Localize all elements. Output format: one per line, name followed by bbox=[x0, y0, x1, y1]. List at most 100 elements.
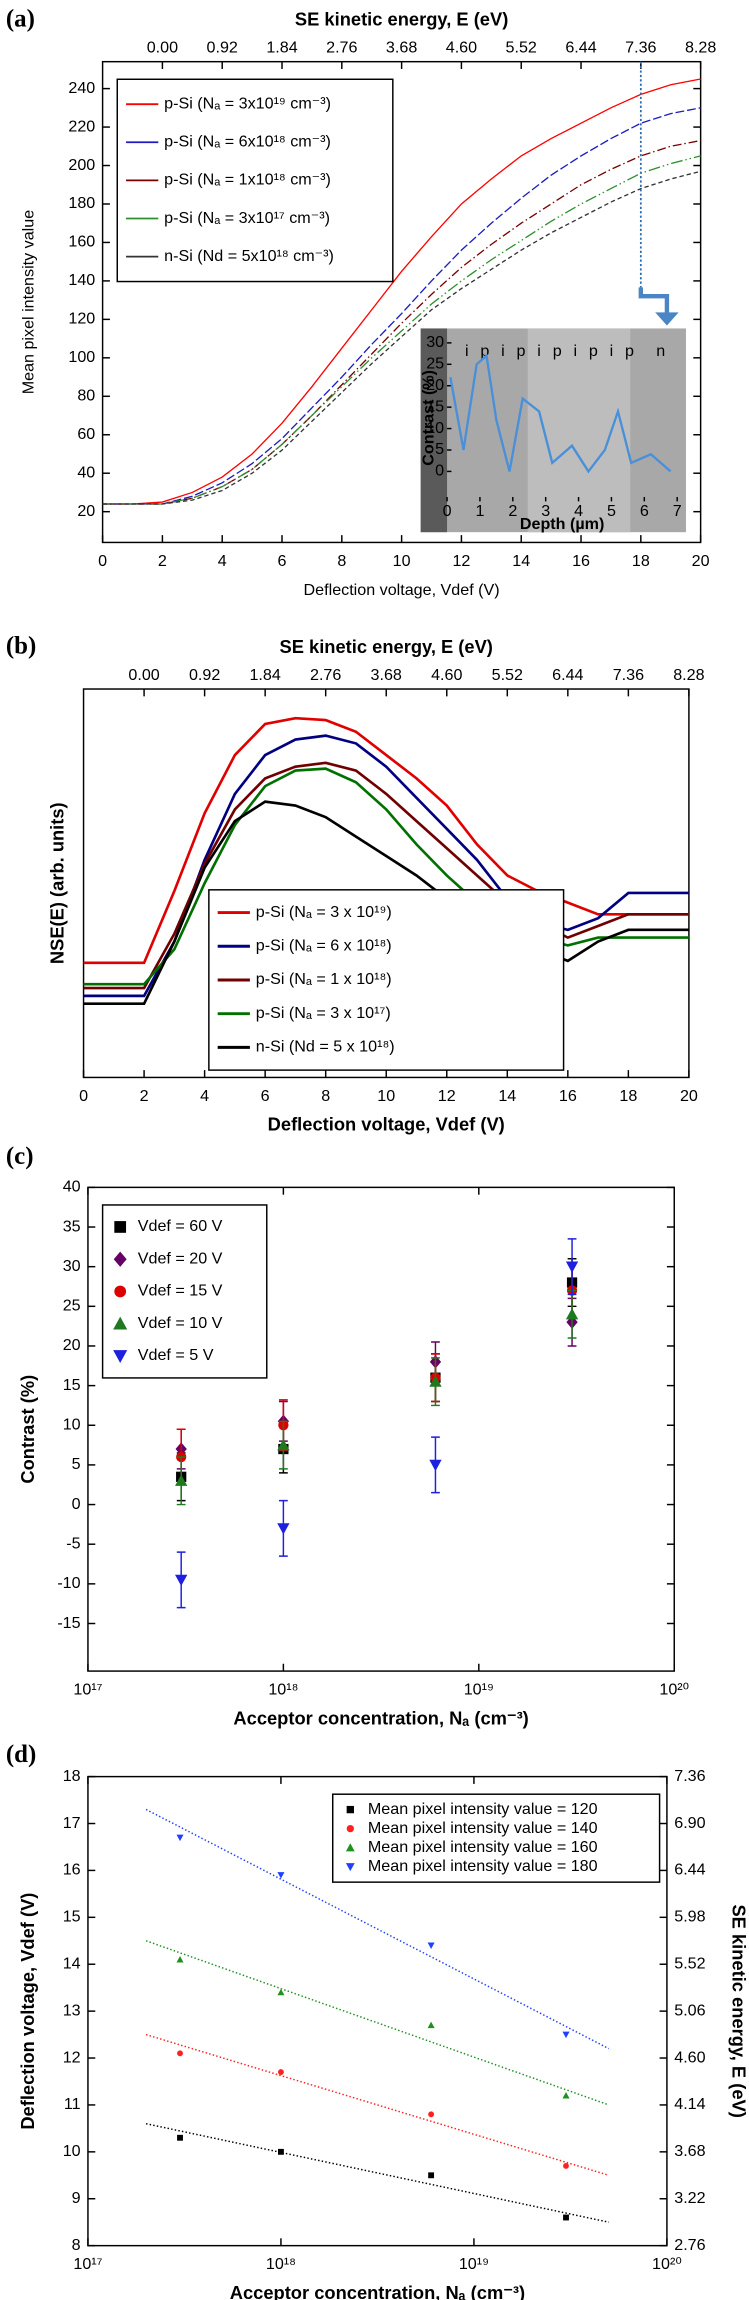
data-point bbox=[176, 1834, 184, 1842]
fit-line bbox=[145, 1808, 610, 2050]
inset-x-tick-label: 5 bbox=[607, 502, 616, 520]
y-tick-label: 100 bbox=[68, 348, 95, 366]
y-tick-label: 20 bbox=[77, 502, 95, 520]
inset-x-tick-label: 2 bbox=[508, 502, 517, 520]
x2-axis-title: SE kinetic energy, E (eV) bbox=[280, 636, 493, 657]
x-tick-label: 2 bbox=[140, 1087, 149, 1105]
inset-y-title: Contrast (%) bbox=[420, 370, 438, 466]
inset-y-tick-label: 10 bbox=[426, 419, 444, 437]
inset-x-tick-label: 7 bbox=[673, 502, 682, 520]
legend-label: p-Si (Nₐ = 1x10¹⁸ cm⁻³) bbox=[164, 171, 331, 189]
data-point bbox=[565, 1261, 579, 1273]
data-point bbox=[428, 2172, 435, 2179]
legend-box bbox=[208, 889, 565, 1071]
y-tick-label: 200 bbox=[68, 156, 95, 174]
data-point bbox=[427, 1942, 435, 1949]
data-point bbox=[177, 2134, 183, 2141]
x2-tick-label: 1.84 bbox=[249, 666, 280, 684]
data-point bbox=[278, 2069, 284, 2076]
x2-tick-label: 0.92 bbox=[189, 666, 220, 684]
y-tick-label: 13 bbox=[63, 2001, 81, 2019]
arrow-head bbox=[655, 312, 679, 326]
y-tick-label: 17 bbox=[63, 1814, 81, 1832]
y-tick-label: 20 bbox=[63, 1336, 81, 1354]
y2-tick-label: 7.36 bbox=[674, 1767, 705, 1785]
y-tick-label: 10 bbox=[63, 1416, 81, 1434]
data-point bbox=[563, 2162, 569, 2169]
data-point bbox=[278, 2148, 284, 2155]
legend-box bbox=[101, 1204, 268, 1379]
x-tick-label: 18 bbox=[619, 1087, 637, 1105]
data-point bbox=[563, 2214, 569, 2221]
y-tick-label: 240 bbox=[68, 79, 95, 97]
inset-region-label: p bbox=[625, 342, 634, 360]
data-point bbox=[562, 2092, 570, 2099]
data-point bbox=[562, 2031, 570, 2039]
legend-swatch bbox=[113, 1251, 127, 1267]
x-tick-label: 8 bbox=[337, 552, 346, 570]
x-tick-label: 0 bbox=[79, 1087, 88, 1105]
x2-tick-label: 7.36 bbox=[613, 666, 644, 684]
y2-tick-label: 3.68 bbox=[674, 2142, 705, 2160]
x-tick-label: 10¹⁷ bbox=[73, 1680, 102, 1698]
legend-label: Vdef = 5 V bbox=[138, 1346, 214, 1364]
x-tick-label: 16 bbox=[559, 1087, 577, 1105]
y2-tick-label: 4.60 bbox=[674, 2048, 705, 2066]
legend-label: p-Si (Nₐ = 3 x 10¹⁷) bbox=[256, 1004, 391, 1022]
legend-label: Vdef = 15 V bbox=[138, 1282, 223, 1300]
y-tick-label: 60 bbox=[77, 425, 95, 443]
y-tick-label: 140 bbox=[68, 271, 95, 289]
series-line bbox=[83, 800, 689, 1005]
inset-x-tick-label: 4 bbox=[574, 502, 583, 520]
y-tick-label: 40 bbox=[77, 463, 95, 481]
x-axis-title: Deflection voltage, Vdef (V) bbox=[268, 1114, 505, 1135]
y-tick-label: 180 bbox=[68, 194, 95, 212]
inset-region-label: p bbox=[480, 342, 489, 360]
series-line bbox=[83, 716, 689, 965]
inset-image-dark bbox=[420, 328, 448, 533]
x-tick-label: 18 bbox=[632, 552, 650, 570]
y-tick-label: 5 bbox=[72, 1455, 81, 1473]
inset-y-tick-label: 15 bbox=[426, 397, 444, 415]
panel-label: (d) bbox=[6, 1741, 36, 1768]
legend-label: p-Si (Nₐ = 6 x 10¹⁸) bbox=[256, 937, 392, 955]
inset-x-tick-label: 0 bbox=[443, 502, 452, 520]
data-point bbox=[429, 1459, 442, 1472]
legend-swatch bbox=[114, 1221, 127, 1233]
y-tick-label: 16 bbox=[63, 1861, 81, 1879]
legend-box bbox=[331, 1793, 661, 1883]
y-tick-label: 80 bbox=[77, 387, 95, 405]
series-line bbox=[83, 767, 689, 986]
panel-label: (c) bbox=[6, 1143, 34, 1170]
y-tick-label: 120 bbox=[68, 310, 95, 328]
x2-tick-label: 1.84 bbox=[266, 39, 297, 57]
inset-y-tick-label: 30 bbox=[426, 333, 444, 351]
legend-swatch bbox=[346, 1824, 354, 1833]
y2-tick-label: 3.22 bbox=[674, 2189, 705, 2207]
x2-tick-label: 0.00 bbox=[147, 39, 178, 57]
fit-line bbox=[145, 1940, 610, 2106]
inset-y-tick-label: 25 bbox=[426, 355, 444, 373]
x-tick-label: 6 bbox=[261, 1087, 270, 1105]
panel-label: (a) bbox=[6, 5, 35, 32]
data-point bbox=[428, 2111, 435, 2118]
y2-tick-label: 5.52 bbox=[674, 1954, 705, 1972]
y-tick-label: 160 bbox=[68, 233, 95, 251]
legend-label: Vdef = 10 V bbox=[138, 1314, 223, 1332]
data-point bbox=[277, 1872, 285, 1879]
x2-tick-label: 3.68 bbox=[386, 39, 417, 57]
x-tick-label: 10¹⁸ bbox=[266, 2255, 296, 2273]
legend-label: n-Si (Nd = 5x10¹⁸ cm⁻³) bbox=[164, 247, 334, 265]
x2-tick-label: 4.60 bbox=[446, 39, 477, 57]
data-point bbox=[565, 1308, 579, 1320]
data-point bbox=[175, 1574, 188, 1587]
y-tick-label: 25 bbox=[63, 1297, 81, 1315]
x-tick-label: 4 bbox=[218, 552, 227, 570]
y-tick-label: -5 bbox=[66, 1534, 80, 1552]
inset-line bbox=[449, 353, 672, 474]
panel-label: (b) bbox=[6, 633, 36, 660]
inset-y-tick-label: 0 bbox=[435, 462, 444, 480]
x-tick-label: 10¹⁹ bbox=[459, 2255, 489, 2273]
y-axis-title: Contrast (%) bbox=[17, 1375, 38, 1484]
